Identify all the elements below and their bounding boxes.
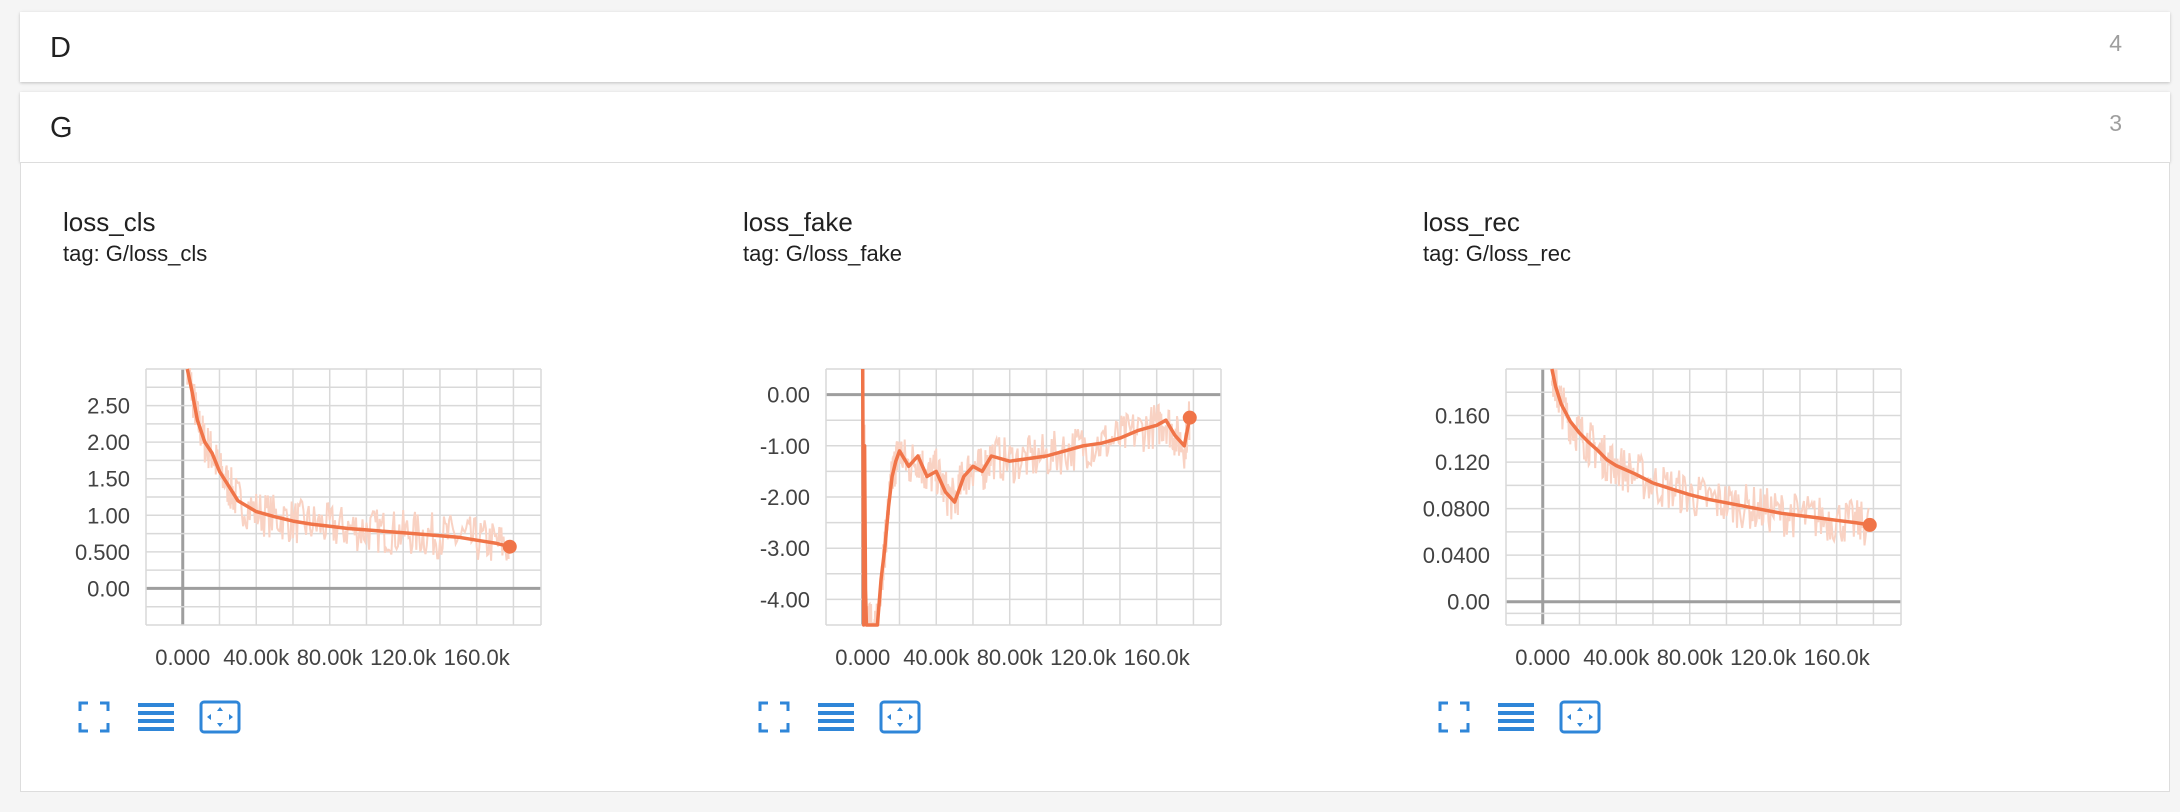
series-raw-line [1550, 368, 1870, 546]
fullscreen-button[interactable] [71, 697, 117, 737]
y-tick-label: 2.00 [87, 430, 130, 455]
y-tick-label: -2.00 [760, 485, 810, 510]
x-tick-label: 0.000 [155, 645, 210, 670]
y-tick-label: -4.00 [760, 587, 810, 612]
y-tick-label: -1.00 [760, 434, 810, 459]
fit-domain-icon [1559, 700, 1601, 734]
y-tick-label: 0.00 [87, 576, 130, 601]
plot-area: 0.000 40.00k 80.00k 120.0k 160.0k -4.00 -3.00 -… [760, 368, 1222, 670]
y-tick-label: 0.160 [1435, 404, 1490, 429]
chart-title: loss_rec [1423, 207, 1520, 237]
fit-domain-button[interactable] [877, 697, 923, 737]
chart-loss-cls[interactable]: 0.000 40.00k 80.00k 120.0k 160.0k 0.00 0.500 1.… [21, 163, 701, 683]
series-line [860, 368, 1192, 627]
x-tick-label: 160.0k [1804, 645, 1871, 670]
series-end-point [502, 539, 517, 554]
x-tick-label: 160.0k [444, 645, 511, 670]
x-tick-label: 80.00k [977, 645, 1044, 670]
chart-loss-rec[interactable]: 0.000 40.00k 80.00k 120.0k 160.0k 0.00 0.0400 0… [1381, 163, 2061, 683]
fullscreen-icon [78, 701, 110, 733]
x-tick-label: 40.00k [903, 645, 970, 670]
x-tick-label: 0.000 [1515, 645, 1570, 670]
x-tick-label: 120.0k [370, 645, 437, 670]
y-tick-label: 0.500 [75, 540, 130, 565]
x-tick-label: 160.0k [1124, 645, 1191, 670]
fullscreen-icon [1438, 701, 1470, 733]
y-tick-label: -3.00 [760, 536, 810, 561]
x-tick-label: 80.00k [297, 645, 364, 670]
y-tick-label: 0.00 [1447, 590, 1490, 615]
chart-tag: tag: G/loss_cls [63, 241, 208, 266]
chart-title: loss_cls [63, 207, 156, 237]
fit-domain-button[interactable] [1557, 697, 1603, 737]
y-tick-label: 0.0400 [1423, 543, 1490, 568]
series-line [185, 368, 511, 549]
chart-loss-fake[interactable]: 0.000 40.00k 80.00k 120.0k 160.0k -4.00 -3.00 -… [701, 163, 1381, 683]
series-end-point [1862, 517, 1877, 532]
y-tick-label: 0.0800 [1423, 497, 1490, 522]
toggle-log-scale-button[interactable] [133, 697, 179, 737]
fit-domain-icon [879, 700, 921, 734]
chart-card-loss-fake: loss_fake tag: G/loss_fake 0.000 40.00k 80… [701, 163, 1381, 783]
group-name: G [50, 112, 73, 144]
series-line [1550, 368, 1871, 527]
list-icon [138, 703, 174, 731]
plot-area: 0.000 40.00k 80.00k 120.0k 160.0k 0.00 0.0400 0… [1423, 368, 1902, 670]
charts-panel: loss_cls tag: G/loss_cls 0.000 40.00k 80.0… [20, 162, 2170, 792]
chart-tag: tag: G/loss_fake [743, 241, 902, 266]
x-tick-label: 80.00k [1657, 645, 1724, 670]
chart-card-loss-cls: loss_cls tag: G/loss_cls 0.000 40.00k 80.0… [21, 163, 701, 783]
fit-domain-button[interactable] [197, 697, 243, 737]
y-tick-label: 1.50 [87, 467, 130, 492]
x-tick-label: 0.000 [835, 645, 890, 670]
x-tick-label: 40.00k [1583, 645, 1650, 670]
x-tick-label: 40.00k [223, 645, 290, 670]
fullscreen-button[interactable] [1431, 697, 1477, 737]
toggle-log-scale-button[interactable] [1493, 697, 1539, 737]
group-header-g[interactable]: G 3 [20, 92, 2170, 162]
x-tick-label: 120.0k [1050, 645, 1117, 670]
x-tick-label: 120.0k [1730, 645, 1797, 670]
fullscreen-button[interactable] [751, 697, 797, 737]
plot-area: 0.000 40.00k 80.00k 120.0k 160.0k 0.00 0.500 1.… [75, 368, 542, 670]
series-raw-line [186, 368, 510, 561]
group-count: 4 [2109, 30, 2122, 56]
y-tick-label: 1.00 [87, 503, 130, 528]
chart-tag: tag: G/loss_rec [1423, 241, 1571, 266]
list-icon [818, 703, 854, 731]
group-header-d[interactable]: D 4 [20, 12, 2170, 82]
group-count: 3 [2109, 110, 2122, 136]
list-icon [1498, 703, 1534, 731]
y-tick-label: 0.120 [1435, 450, 1490, 475]
y-tick-label: 0.00 [767, 383, 810, 408]
group-name: D [50, 32, 71, 64]
fit-domain-icon [199, 700, 241, 734]
chart-card-loss-rec: loss_rec tag: G/loss_rec 0.000 40.00k 80.0… [1381, 163, 2061, 783]
y-tick-label: 2.50 [87, 394, 130, 419]
series-end-point [1182, 410, 1197, 425]
chart-title: loss_fake [743, 207, 853, 237]
toggle-log-scale-button[interactable] [813, 697, 859, 737]
fullscreen-icon [758, 701, 790, 733]
